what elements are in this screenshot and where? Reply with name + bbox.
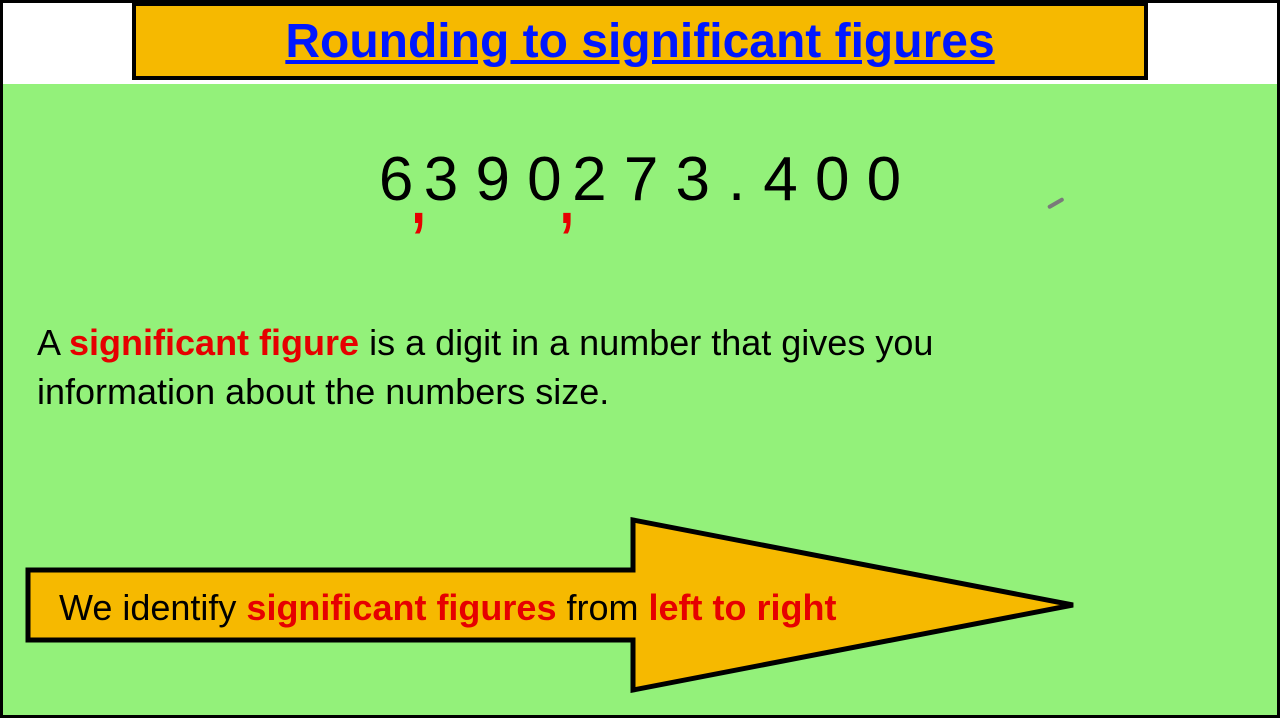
- example-number: 6,3 9 0,2 7 3.4 0 0: [3, 144, 1277, 215]
- slide-body: 6,3 9 0,2 7 3.4 0 0 A significant figure…: [3, 84, 1277, 715]
- arrow-red-2: left to right: [648, 587, 836, 628]
- title-banner: Rounding to significant figures: [132, 2, 1148, 80]
- definition-highlight: significant figure: [69, 322, 359, 363]
- arrow-text-1: We identify: [59, 587, 246, 628]
- definition-text: A significant figure is a digit in a num…: [37, 319, 937, 416]
- arrow-red-1: significant figures: [246, 587, 556, 628]
- definition-prefix: A: [37, 322, 69, 363]
- page-title: Rounding to significant figures: [285, 14, 994, 69]
- digit-group-4: 4 0 0: [753, 144, 911, 215]
- arrow-text: We identify significant figures from lef…: [59, 587, 836, 629]
- direction-arrow: We identify significant figures from lef…: [23, 515, 1083, 695]
- digit-group-2: 3 9 0: [414, 144, 572, 215]
- decimal-point: .: [720, 144, 753, 215]
- thousands-comma-1: ,: [411, 162, 425, 240]
- thousands-comma-2: ,: [560, 162, 574, 240]
- digit-group-3: 2 7 3: [562, 144, 720, 215]
- arrow-text-2: from: [556, 587, 648, 628]
